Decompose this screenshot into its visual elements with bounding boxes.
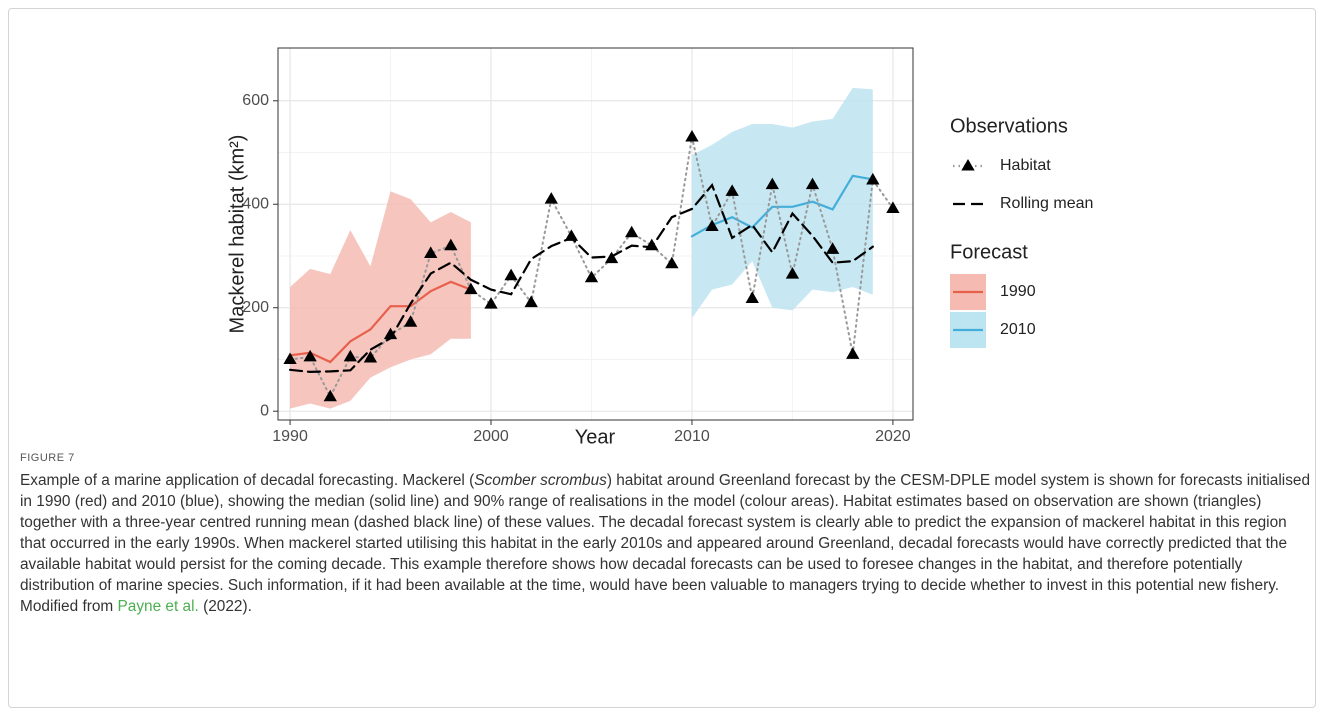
habitat-marker	[846, 347, 860, 359]
habitat-marker	[725, 184, 739, 196]
caption-text: ) habitat around Greenland forecast by t…	[20, 472, 1311, 615]
legend-label: Rolling mean	[1000, 195, 1093, 212]
legend-title: Observations	[950, 115, 1068, 137]
habitat-marker	[805, 177, 820, 190]
habitat-marker	[343, 349, 357, 362]
citation-link[interactable]: Payne et al.	[117, 598, 199, 615]
caption-text: Example of a marine application of decad…	[20, 470, 1310, 617]
chart: Mackerel habitat (km²) Year 0 200 400 600 19…	[226, 47, 1093, 445]
x-tick-label: 2000	[473, 428, 509, 445]
habitat-marker	[584, 270, 599, 283]
grid	[278, 48, 913, 420]
species-name: Scomber scrombus	[474, 472, 607, 489]
series-line	[690, 174, 874, 238]
habitat-marker	[303, 349, 317, 362]
x-tick-label: 2020	[875, 428, 911, 445]
habitat-marker	[383, 327, 398, 340]
habitat-marker	[685, 129, 699, 142]
habitat-marker	[524, 295, 538, 308]
habitat-marker	[866, 172, 880, 185]
habitat-marker	[363, 350, 378, 363]
caption: FIGURE 7 Example of a marine application…	[20, 452, 1310, 617]
habitat-marker	[504, 268, 518, 281]
habitat-marker	[785, 267, 800, 279]
habitat-marker	[283, 352, 297, 365]
habitat-marker	[625, 225, 639, 238]
habitat-marker	[323, 389, 337, 402]
habitat-marker	[825, 242, 840, 254]
habitat-marker	[403, 315, 418, 327]
forecast-band	[691, 87, 873, 319]
legend-label: Habitat	[1000, 157, 1051, 174]
habitat-marker	[464, 282, 478, 295]
y-tick-label: 0	[260, 402, 269, 419]
habitat-marker	[444, 238, 458, 251]
figure-label: FIGURE 7	[20, 452, 75, 464]
legend-label: 2010	[1000, 321, 1036, 338]
legend-key-marker	[961, 159, 975, 171]
habitat-marker	[745, 291, 759, 303]
x-tick-label: 2010	[674, 428, 710, 445]
y-axis-label: Mackerel habitat (km²)	[226, 135, 248, 334]
figure-frame	[8, 8, 1316, 708]
citation-year: (2022).	[198, 598, 252, 615]
y-tick-label: 200	[242, 299, 269, 316]
habitat-marker	[886, 201, 900, 213]
habitat-marker	[765, 177, 779, 190]
series-line	[288, 280, 473, 364]
habitat-marker	[665, 256, 679, 269]
y-tick-label: 600	[242, 92, 269, 109]
caption-text: Example of a marine application of decad…	[20, 472, 475, 489]
habitat-marker	[705, 219, 719, 232]
panel-border	[277, 47, 914, 421]
legend-label: 1990	[1000, 283, 1036, 300]
y-tick-label: 400	[242, 195, 269, 212]
forecast-band	[290, 191, 471, 409]
habitat-marker	[564, 229, 579, 241]
habitat-marker	[544, 192, 558, 204]
x-tick-label: 1990	[272, 428, 308, 445]
series-line	[288, 182, 874, 373]
habitat-marker	[484, 297, 498, 309]
legend-title: Forecast	[950, 241, 1028, 263]
x-axis-label: Year	[575, 426, 616, 445]
habitat-marker	[424, 246, 438, 258]
